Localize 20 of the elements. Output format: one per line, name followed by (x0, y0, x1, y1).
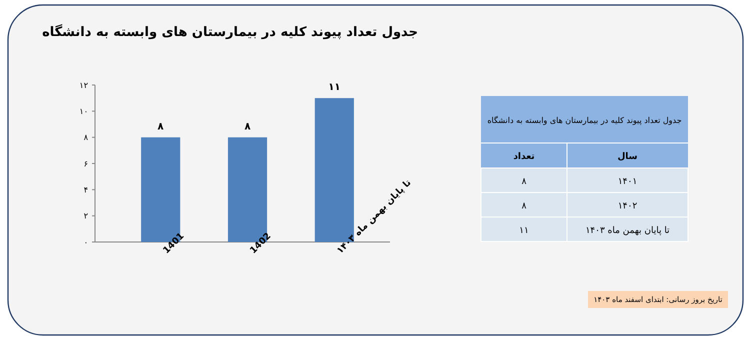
text: ۱۴۰۲ (618, 202, 638, 212)
y-tick-label: ۰ (84, 238, 88, 247)
text: ۸ (522, 177, 526, 187)
y-tick-label: ۶ (84, 159, 88, 168)
data-label: ۸ (158, 121, 164, 132)
y-tick-label: ۱۰ (79, 106, 88, 116)
text: ۱۴۰۱ (618, 177, 638, 187)
text: ۸ (522, 202, 526, 212)
y-tick-label: ۱۲ (79, 80, 88, 90)
text: جدول تعداد پیوند کلیه در بیمارستان های وابسته به دانشگاه (487, 115, 682, 125)
y-tick-label: ۸ (84, 133, 89, 142)
text: ۱۱ (519, 226, 529, 236)
y-tick-label: ۴ (84, 185, 88, 194)
x-tick-label: تا پایان بهمن ماه ۱۴۰۳ (335, 178, 414, 256)
data-label: ۱۱ (328, 82, 340, 94)
chart-title: جدول تعداد پیوند کلیه در بیمارستان های وابسته به دانشگاه (42, 24, 418, 40)
data-label: ۸ (244, 121, 251, 132)
text: تعداد (513, 152, 535, 162)
y-tick-label: ۲ (84, 212, 88, 221)
text: سال (617, 152, 638, 162)
